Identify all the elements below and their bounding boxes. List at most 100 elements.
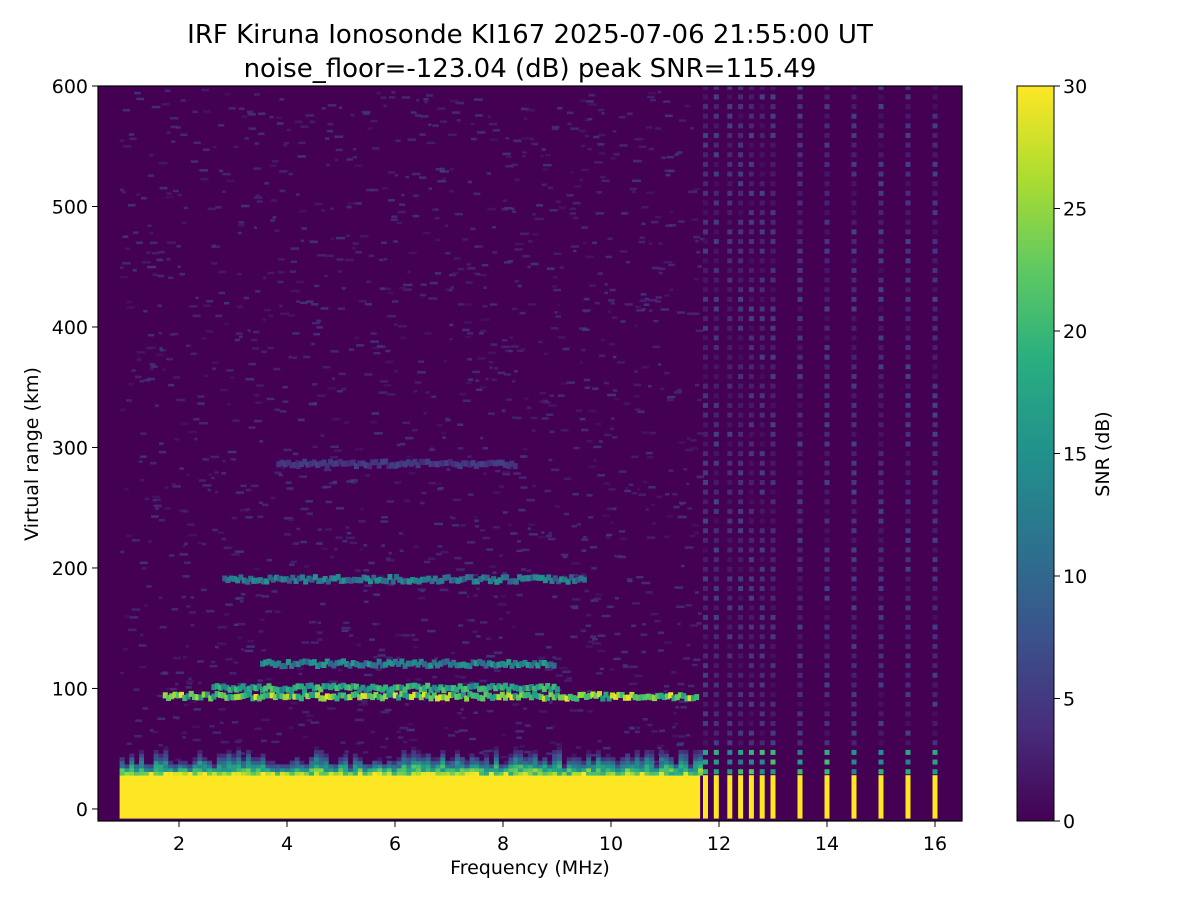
noise-cell [292,452,299,456]
channel-cell [932,316,938,322]
channel-cell [703,383,708,389]
noise-cell [578,129,587,133]
noise-cell [502,571,508,575]
noise-cell [138,644,147,647]
echo-trace-cell [211,693,217,700]
channel-cell [770,364,776,370]
noise-cell [500,755,508,759]
echo-trace-cell [528,694,534,701]
channel-cell [824,624,830,630]
channel-cell [703,181,708,187]
saturation-edge-cell [139,771,145,776]
channel-cell [932,373,938,379]
channel-cell [703,701,708,707]
channel-cell [824,431,830,437]
saturation-edge-cell [542,760,548,765]
echo-trace-cell [342,577,348,584]
noise-cell [335,148,343,152]
noise-cell [388,199,395,202]
discrete-channel [851,775,857,819]
noise-cell [332,480,338,484]
echo-trace-cell [405,683,411,690]
channel-cell [932,190,938,196]
saturation-edge-cell [595,771,601,776]
echo-trace-cell [559,576,565,583]
noise-cell [274,408,281,412]
noise-cell [634,324,638,328]
noise-cell [274,610,281,613]
noise-cell [221,472,227,475]
noise-cell [597,108,605,112]
channel-cell [824,499,830,505]
noise-cell [346,628,351,632]
echo-trace-cell [331,682,337,689]
noise-cell [188,677,192,681]
noise-cell [364,373,373,376]
echo-trace-cell [535,662,541,669]
channel-cell [851,692,857,698]
channel-cell [932,499,938,505]
echo-trace-cell [671,695,677,702]
echo-trace-cell [474,578,480,585]
noise-cell [270,164,277,167]
noise-cell [445,417,450,420]
noise-cell [607,299,615,302]
noise-cell [647,95,655,99]
channel-cell [759,769,765,775]
noise-cell [399,726,409,730]
noise-cell [677,742,685,745]
saturation-edge-cell [119,764,125,769]
noise-cell [652,345,660,348]
colorbar-tick-label: 25 [1063,199,1087,221]
noise-cell [535,632,545,636]
discrete-channel [738,775,744,819]
channel-cell [759,142,765,148]
channel-cell [759,113,765,119]
saturation-edge-cell [644,749,650,754]
channel-cell [824,354,830,360]
echo-trace-cell [454,461,460,468]
saturation-edge-cell [163,753,169,758]
noise-cell [527,527,531,530]
channel-cell [703,769,708,775]
channel-cell [797,740,803,746]
noise-cell [354,336,360,340]
noise-cell [641,431,650,434]
channel-cell [703,364,708,370]
saturation-edge-cell [527,757,533,762]
noise-cell [279,98,285,101]
noise-cell [183,561,191,564]
noise-cell [239,508,248,512]
saturation-edge-cell [158,753,164,758]
echo-trace-cell [451,461,457,468]
noise-cell [182,575,190,578]
channel-cell [905,142,911,148]
channel-cell [738,219,744,225]
noise-cell [641,581,651,585]
noise-cell [173,189,179,193]
noise-cell [621,212,628,215]
noise-cell [459,392,467,396]
echo-trace-cell [269,692,275,699]
noise-cell [696,622,702,625]
channel-cell [759,277,765,283]
noise-cell [434,216,440,220]
saturation-edge-cell [187,771,193,776]
echo-trace-cell [451,659,457,666]
noise-cell [151,251,159,255]
noise-cell [538,340,543,344]
channel-cell [797,769,803,775]
channel-cell [748,239,754,245]
channel-cell [748,508,754,514]
saturation-edge-cell [236,771,242,776]
echo-trace-cell [548,661,554,668]
channel-cell [748,720,754,726]
noise-cell [697,612,702,615]
noise-cell [606,507,616,511]
echo-trace-cell [593,692,599,699]
channel-cell [748,383,754,389]
channel-cell [748,624,754,630]
channel-cell [878,306,884,312]
noise-cell [648,298,658,302]
noise-cell [481,318,490,321]
